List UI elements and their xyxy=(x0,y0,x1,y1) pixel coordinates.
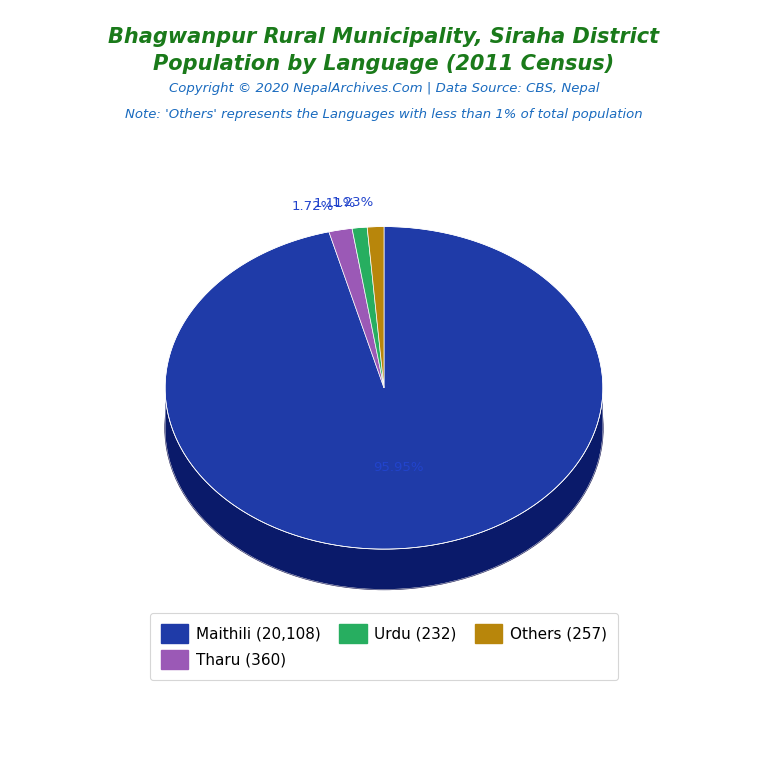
Text: 1.72%: 1.72% xyxy=(292,200,334,213)
Text: Note: 'Others' represents the Languages with less than 1% of total population: Note: 'Others' represents the Languages … xyxy=(125,108,643,121)
Text: 95.95%: 95.95% xyxy=(372,462,423,475)
Legend: Maithili (20,108), Tharu (360), Urdu (232), Others (257): Maithili (20,108), Tharu (360), Urdu (23… xyxy=(151,614,617,680)
Polygon shape xyxy=(165,227,603,549)
Text: Population by Language (2011 Census): Population by Language (2011 Census) xyxy=(154,54,614,74)
Polygon shape xyxy=(329,228,384,388)
Text: Copyright © 2020 NepalArchives.Com | Data Source: CBS, Nepal: Copyright © 2020 NepalArchives.Com | Dat… xyxy=(169,82,599,95)
Polygon shape xyxy=(352,227,384,388)
Text: Bhagwanpur Rural Municipality, Siraha District: Bhagwanpur Rural Municipality, Siraha Di… xyxy=(108,27,660,47)
Polygon shape xyxy=(165,390,603,589)
Text: 1.23%: 1.23% xyxy=(332,196,374,209)
Ellipse shape xyxy=(165,266,603,590)
Polygon shape xyxy=(367,227,384,388)
Text: 1.11%: 1.11% xyxy=(313,197,356,210)
